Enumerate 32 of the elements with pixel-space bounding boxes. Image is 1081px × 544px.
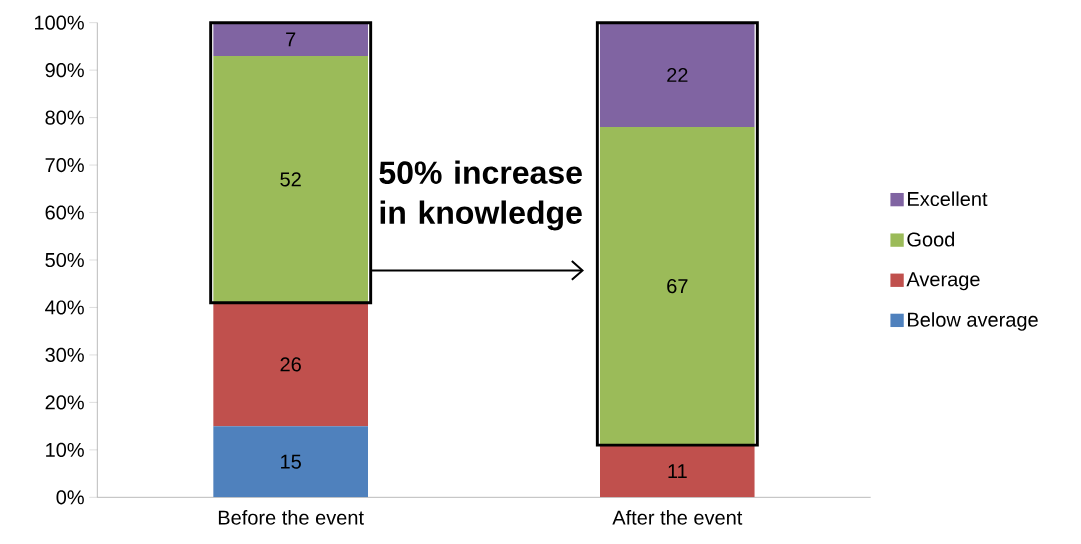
legend-label: Good [907,231,955,247]
annotation: 50% increase in knowledge [379,160,582,231]
data-label: 67 [667,279,688,294]
data-label: 7 [286,32,296,47]
y-tick-label: 20% [45,395,84,410]
data-label: 11 [668,464,687,479]
y-tick-label: 80% [45,110,84,125]
y-tick-label: 30% [45,347,84,363]
bar [213,302,369,427]
y-tick-label: 100% [35,15,84,30]
legend-label: Excellent [908,191,988,207]
x-tick-label: Before the event [218,510,364,525]
bar [213,55,369,303]
y-tick-label: 60% [45,205,84,220]
y-tick-label: 40% [45,300,84,315]
bar [213,22,369,56]
data-label: 15 [281,454,301,469]
y-tick-label: 0% [56,490,84,505]
y-tick-label: 10% [46,442,84,457]
legend-label: Below average [908,312,1038,331]
data-label: 52 [280,172,301,187]
data-label: 22 [667,67,688,82]
y-tick-label: 70% [45,157,84,173]
bar [600,22,755,128]
y-tick-label: 90% [45,63,84,78]
legend-label: Average [906,272,980,291]
bar [600,445,755,498]
data-label: 26 [280,357,301,372]
bar [213,426,369,498]
bar [600,127,755,446]
x-tick-label: After the event [612,510,743,525]
y-tick-label: 50% [45,252,84,268]
